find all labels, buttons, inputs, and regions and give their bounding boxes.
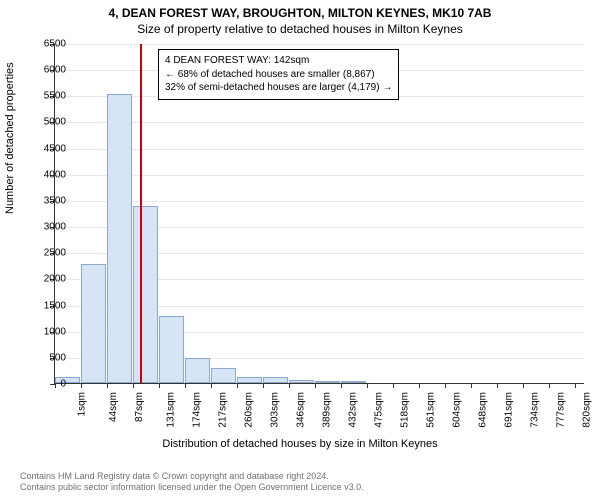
y-tick-label: 3500 (26, 195, 66, 206)
x-tick-mark (419, 383, 420, 388)
x-tick-label: 131sqm (166, 392, 177, 428)
x-tick-label: 432sqm (347, 392, 358, 428)
y-tick-label: 2500 (26, 248, 66, 259)
gridline (55, 175, 584, 176)
y-tick-label: 0 (26, 379, 66, 390)
annotation-line3: 32% of semi-detached houses are larger (… (165, 81, 392, 95)
x-tick-mark (133, 383, 134, 388)
x-tick-mark (107, 383, 108, 388)
annotation-line2: ← 68% of detached houses are smaller (8,… (165, 68, 392, 82)
annotation-box: 4 DEAN FOREST WAY: 142sqm ← 68% of detac… (158, 49, 399, 100)
x-tick-mark (445, 383, 446, 388)
histogram-bar (159, 316, 184, 383)
x-tick-label: 174sqm (192, 392, 203, 428)
histogram-bar (341, 381, 366, 383)
histogram-bar (237, 377, 262, 383)
histogram-bar (81, 264, 106, 383)
x-tick-mark (315, 383, 316, 388)
x-tick-mark (159, 383, 160, 388)
x-axis-label: Distribution of detached houses by size … (0, 438, 600, 450)
footer-line1: Contains HM Land Registry data © Crown c… (20, 471, 590, 483)
x-tick-label: 734sqm (530, 392, 541, 428)
y-tick-label: 2000 (26, 274, 66, 285)
gridline (55, 201, 584, 202)
gridline (55, 44, 584, 45)
y-tick-label: 6000 (26, 65, 66, 76)
histogram-bar (185, 358, 210, 383)
x-tick-mark (523, 383, 524, 388)
histogram-bar (211, 368, 236, 383)
x-tick-label: 346sqm (296, 392, 307, 428)
x-tick-label: 44sqm (108, 392, 119, 422)
histogram-bar (289, 380, 314, 383)
histogram-bar (107, 94, 133, 383)
y-tick-label: 3000 (26, 222, 66, 233)
x-tick-mark (341, 383, 342, 388)
x-tick-label: 561sqm (425, 392, 436, 428)
x-tick-mark (81, 383, 82, 388)
x-tick-mark (367, 383, 368, 388)
x-tick-label: 604sqm (451, 392, 462, 428)
x-tick-label: 389sqm (322, 392, 333, 428)
y-tick-label: 5000 (26, 117, 66, 128)
chart-title-line1: 4, DEAN FOREST WAY, BROUGHTON, MILTON KE… (0, 0, 600, 20)
x-tick-label: 820sqm (581, 392, 592, 428)
x-tick-label: 777sqm (555, 392, 566, 428)
x-tick-mark (393, 383, 394, 388)
chart-title-line2: Size of property relative to detached ho… (0, 20, 600, 40)
histogram-bar (263, 377, 288, 383)
y-tick-label: 1000 (26, 326, 66, 337)
x-tick-label: 217sqm (218, 392, 229, 428)
x-tick-label: 518sqm (399, 392, 410, 428)
marker-line (140, 44, 142, 383)
x-tick-mark (471, 383, 472, 388)
x-tick-mark (211, 383, 212, 388)
footer-line2: Contains public sector information licen… (20, 482, 590, 494)
y-tick-label: 500 (26, 352, 66, 363)
x-tick-label: 691sqm (504, 392, 515, 428)
x-tick-mark (237, 383, 238, 388)
chart-area: 4 DEAN FOREST WAY: 142sqm ← 68% of detac… (54, 44, 584, 384)
y-tick-label: 4000 (26, 169, 66, 180)
x-tick-mark (497, 383, 498, 388)
gridline (55, 122, 584, 123)
x-tick-label: 648sqm (478, 392, 489, 428)
y-axis-label: Number of detached properties (4, 62, 16, 214)
y-tick-label: 1500 (26, 300, 66, 311)
x-tick-label: 475sqm (373, 392, 384, 428)
annotation-line1: 4 DEAN FOREST WAY: 142sqm (165, 54, 392, 68)
x-tick-label: 260sqm (244, 392, 255, 428)
x-tick-mark (289, 383, 290, 388)
x-tick-label: 87sqm (134, 392, 145, 422)
x-tick-mark (549, 383, 550, 388)
x-tick-mark (575, 383, 576, 388)
y-tick-label: 4500 (26, 143, 66, 154)
x-tick-label: 303sqm (270, 392, 281, 428)
chart-footer: Contains HM Land Registry data © Crown c… (20, 471, 590, 494)
histogram-bar (315, 381, 340, 383)
x-tick-mark (263, 383, 264, 388)
x-tick-mark (185, 383, 186, 388)
histogram-bar (133, 206, 158, 383)
x-tick-label: 1sqm (76, 392, 87, 416)
y-tick-label: 5500 (26, 91, 66, 102)
gridline (55, 149, 584, 150)
y-tick-label: 6500 (26, 39, 66, 50)
